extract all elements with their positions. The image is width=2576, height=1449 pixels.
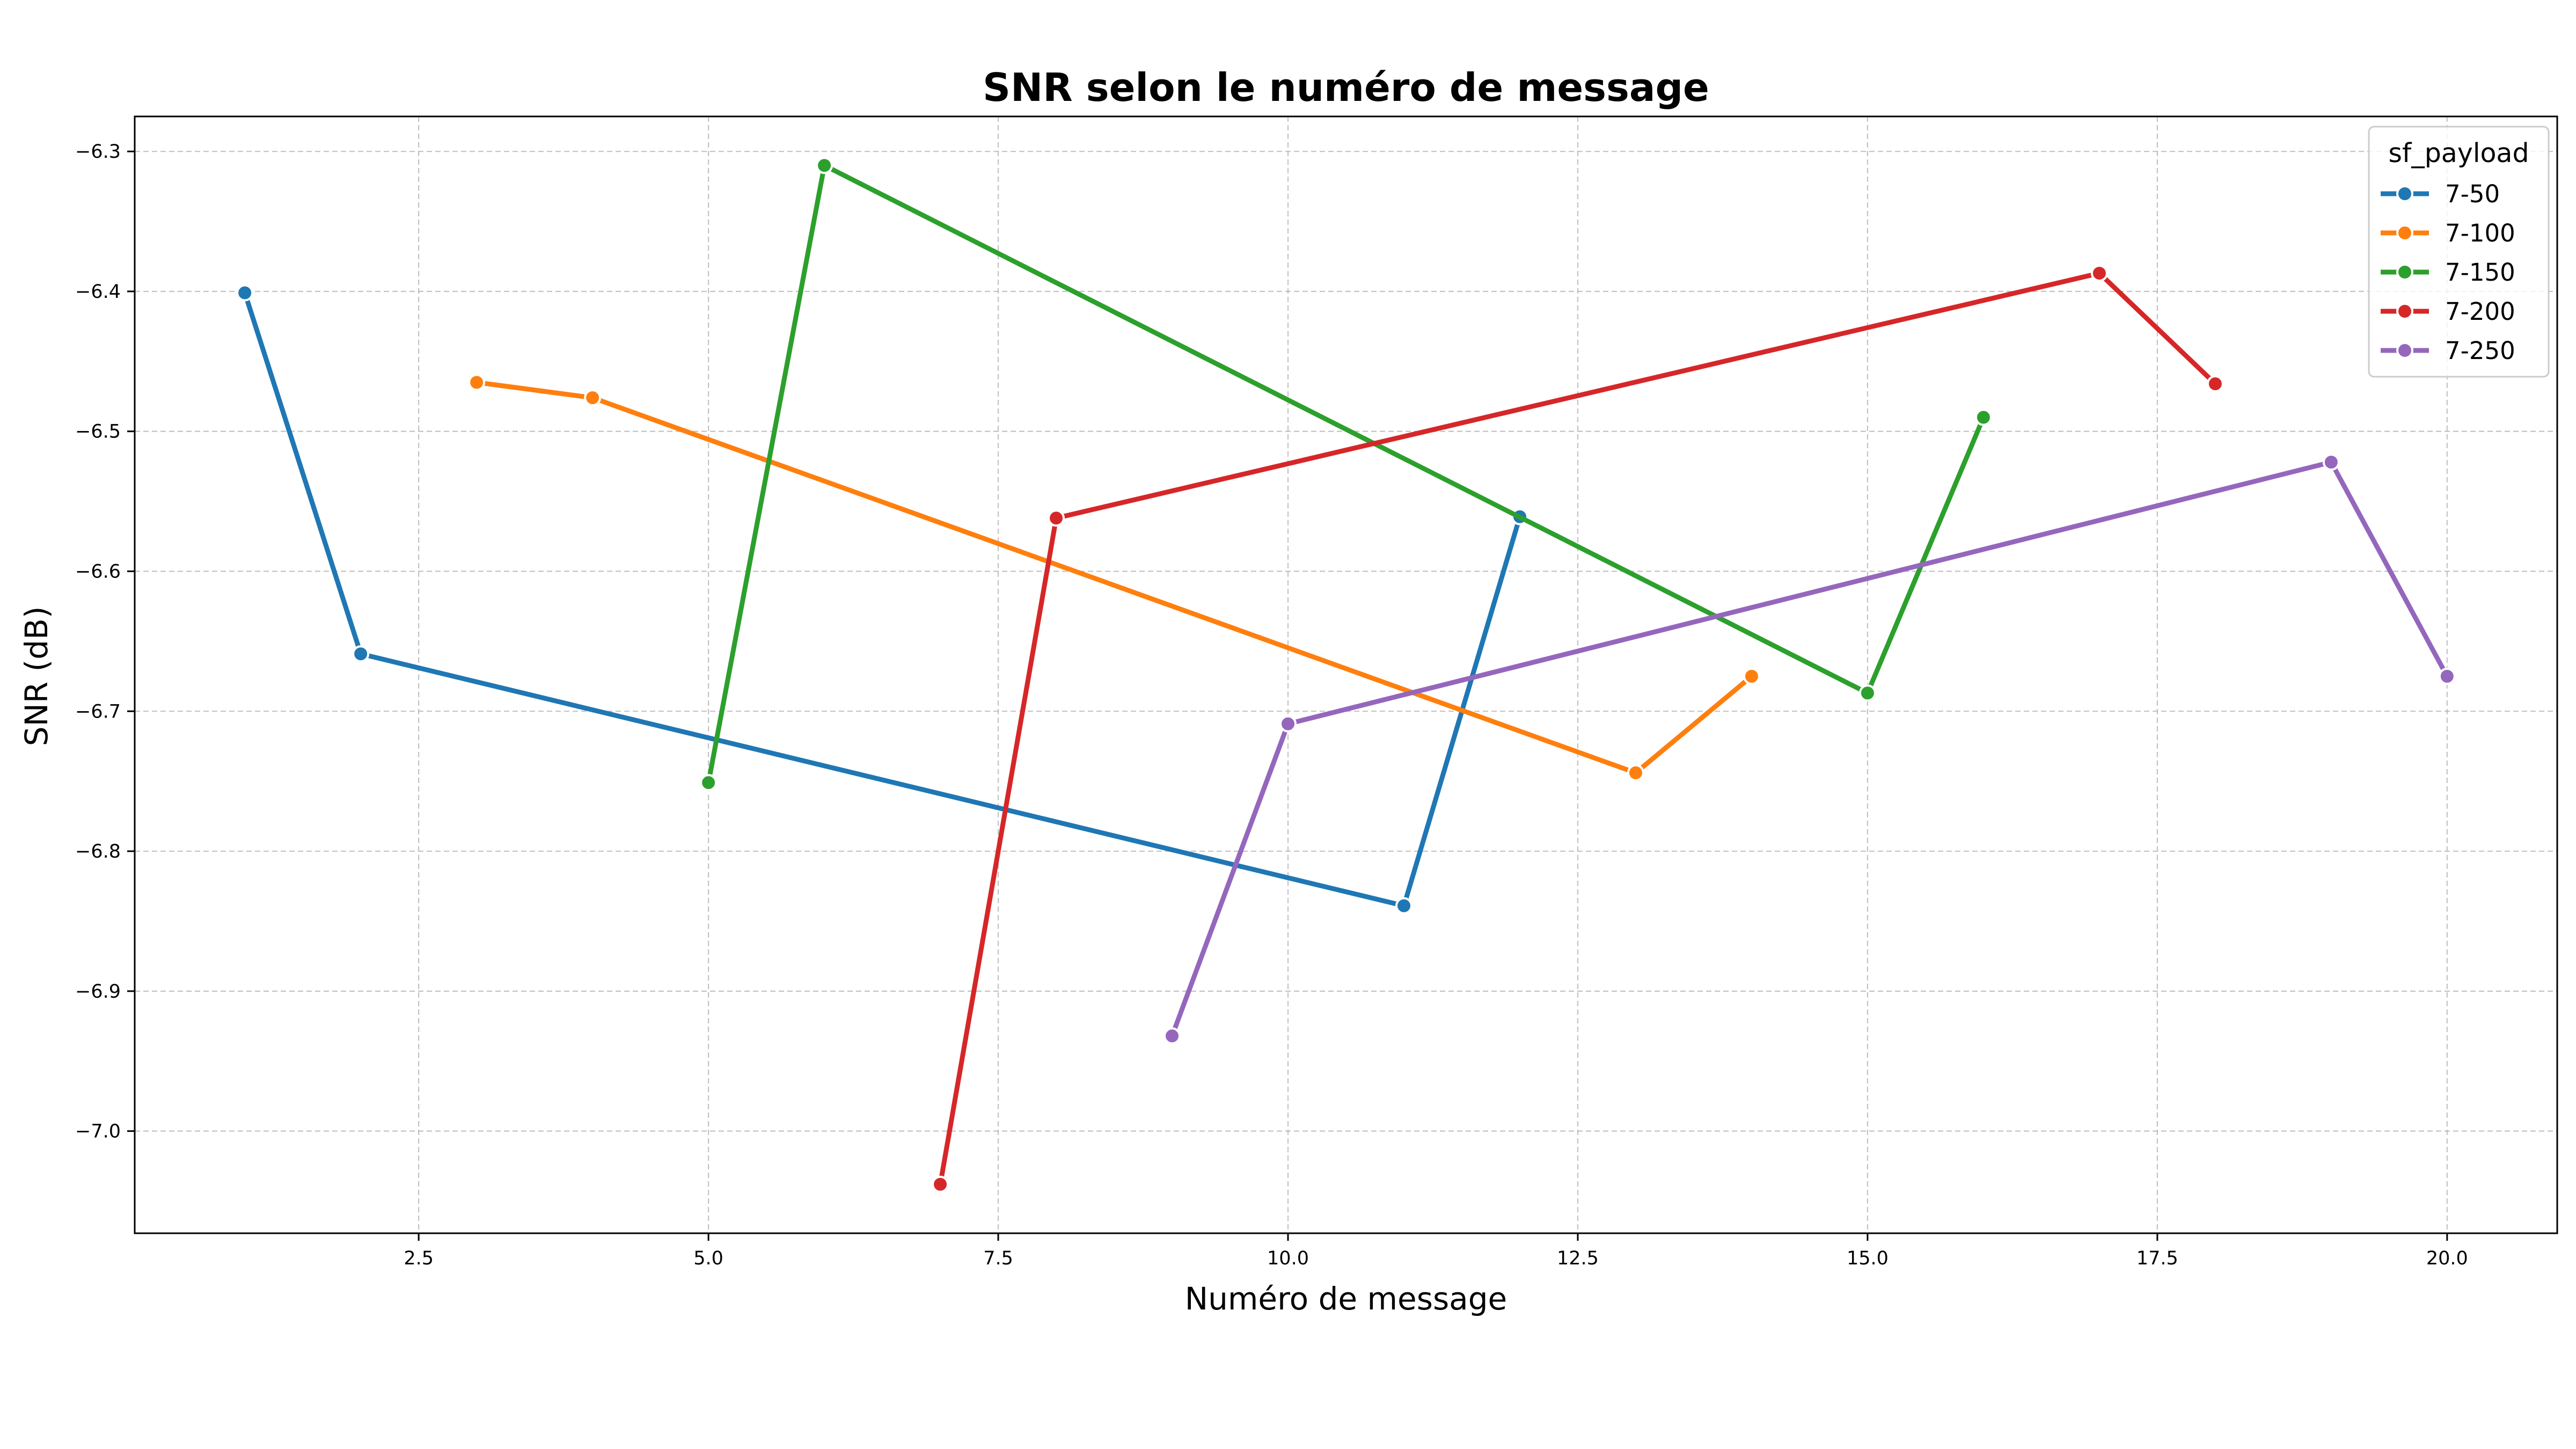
- series-7-100: [468, 374, 1760, 782]
- data-point: [468, 374, 486, 391]
- y-tick-label: −6.9: [75, 981, 121, 1002]
- legend: sf_payload 7-50 7-100 7-150 7-200 7-250: [2368, 126, 2550, 378]
- x-tick-label: 12.5: [1557, 1248, 1599, 1269]
- y-tick-label: −7.0: [75, 1121, 121, 1143]
- data-point: [932, 1175, 949, 1193]
- y-tick-label: −6.4: [75, 281, 121, 303]
- data-point: [584, 389, 602, 407]
- legend-label: 7-200: [2445, 297, 2515, 326]
- legend-item-7-250: 7-250: [2381, 336, 2515, 365]
- data-point: [2090, 265, 2108, 282]
- series-7-150: [700, 157, 1992, 792]
- legend-marker: [2396, 185, 2413, 202]
- y-tick-label: −6.3: [75, 141, 121, 163]
- x-tick-label: 17.5: [2136, 1248, 2178, 1269]
- series-layer: [236, 157, 2456, 1193]
- plot-frame: [134, 115, 2558, 1234]
- data-point: [2322, 453, 2340, 471]
- x-tick-label: 2.5: [404, 1248, 434, 1269]
- data-point: [352, 645, 370, 663]
- chart-title: SNR selon le numéro de message: [983, 65, 1709, 110]
- data-point: [2438, 668, 2456, 685]
- x-axis-label: Numéro de message: [1185, 1280, 1507, 1317]
- data-point: [1627, 764, 1644, 782]
- legend-label: 7-50: [2445, 180, 2500, 208]
- y-axis-label: SNR (dB): [18, 606, 55, 747]
- series-line: [474, 379, 1754, 775]
- legend-item-7-200: 7-200: [2381, 297, 2515, 326]
- data-point: [1163, 1027, 1181, 1045]
- x-tick-label: 5.0: [693, 1248, 723, 1269]
- data-point: [1974, 408, 1992, 426]
- legend-item-7-100: 7-100: [2381, 219, 2515, 247]
- series-line: [938, 270, 2218, 1187]
- x-tick-label: 7.5: [983, 1248, 1013, 1269]
- y-tick-label: −6.5: [75, 421, 121, 443]
- series-7-200: [932, 265, 2224, 1193]
- legend-marker: [2396, 303, 2413, 320]
- series-line: [706, 163, 1986, 785]
- legend-box: [2368, 126, 2550, 378]
- legend-item-7-50: 7-50: [2381, 180, 2500, 208]
- series-7-250: [1163, 453, 2456, 1045]
- y-tick-label: −6.6: [75, 561, 121, 583]
- ticks-layer: 2.5 5.0 7.5 10.0 12.5 15.0 17.5 20.0 −6.3 −6.4 −6.…: [75, 141, 2468, 1269]
- legend-item-7-150: 7-150: [2381, 258, 2515, 287]
- x-tick-label: 20.0: [2426, 1248, 2468, 1269]
- data-point: [1743, 668, 1760, 685]
- legend-label: 7-100: [2445, 219, 2515, 247]
- data-point: [1279, 715, 1297, 733]
- x-tick-label: 10.0: [1267, 1248, 1309, 1269]
- y-tick-label: −6.7: [75, 701, 121, 722]
- legend-title: sf_payload: [2388, 138, 2529, 169]
- legend-marker: [2396, 342, 2413, 359]
- y-tick-label: −6.8: [75, 841, 121, 862]
- legend-marker: [2396, 224, 2413, 241]
- legend-label: 7-250: [2445, 336, 2515, 365]
- legend-label: 7-150: [2445, 258, 2515, 287]
- series-line: [1169, 459, 2450, 1038]
- legend-marker: [2396, 264, 2413, 281]
- data-point: [1395, 897, 1413, 914]
- data-point: [1858, 684, 1876, 702]
- data-point: [236, 284, 254, 302]
- data-point: [1048, 509, 1065, 527]
- data-point: [816, 157, 833, 174]
- x-tick-label: 15.0: [1847, 1248, 1889, 1269]
- data-point: [700, 774, 718, 792]
- data-point: [2206, 375, 2224, 393]
